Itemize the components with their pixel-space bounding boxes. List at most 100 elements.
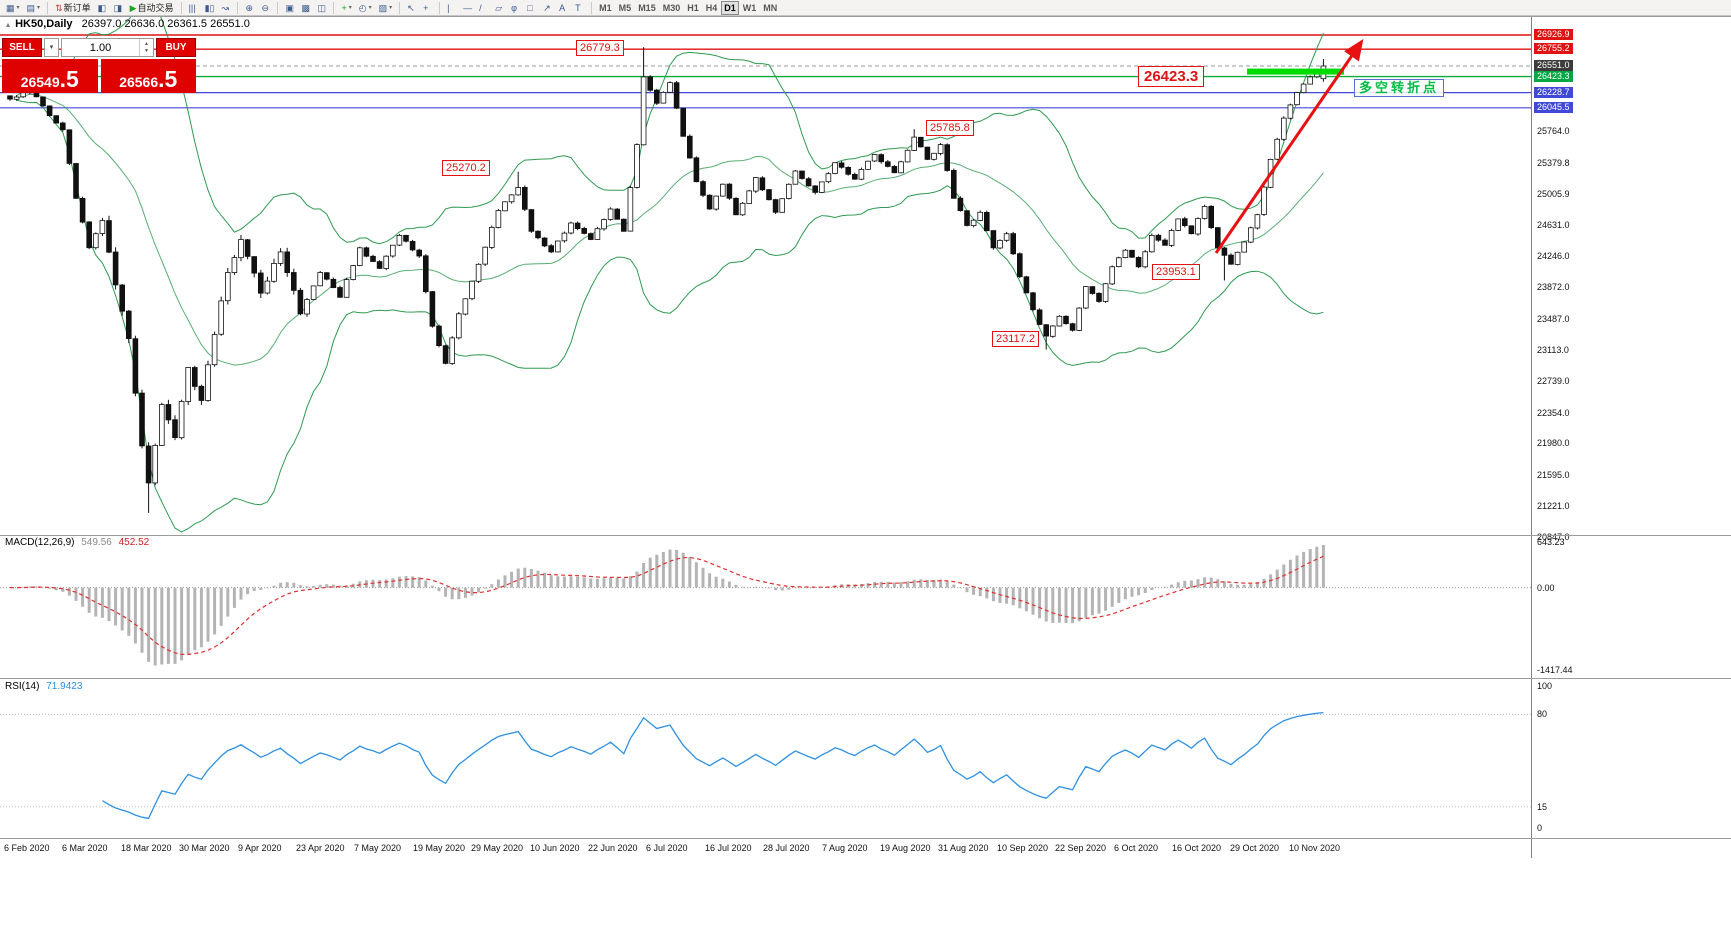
profiles-icon: ▤	[26, 2, 36, 13]
timeframe-m1[interactable]: M1	[596, 1, 615, 15]
vertical-line-icon: |	[447, 2, 450, 13]
chart-title: ▴ HK50,Daily 26397.0 26636.0 26361.5 265…	[6, 18, 250, 30]
line-chart-button[interactable]: ↝	[218, 1, 233, 15]
new-order-icon: ⇅	[55, 2, 63, 13]
periods-button[interactable]: ◴ ▾	[356, 1, 375, 15]
order-type-dropdown[interactable]: ▾	[44, 38, 59, 57]
rsi-axis-divider	[0, 838, 1731, 839]
sell-button[interactable]: SELL	[2, 38, 42, 57]
chart-shift-button[interactable]: ◧	[95, 1, 110, 15]
timeframe-m5[interactable]: M5	[616, 1, 635, 15]
volume-stepper[interactable]: ▲ ▼	[139, 39, 153, 56]
sell-price-box[interactable]: 26549 .5	[2, 59, 98, 93]
macd-label: MACD(12,26,9) 549.56 452.52	[5, 537, 149, 548]
candles-layer	[7, 47, 1327, 513]
time-axis[interactable]: 6 Feb 2020 6 Mar 2020 18 Mar 2020 30 Mar 20…	[0, 839, 1531, 857]
stepper-up-icon[interactable]: ▲	[144, 40, 149, 47]
crosshair-button[interactable]: +	[420, 1, 435, 15]
trend-arrow	[1214, 39, 1364, 254]
shapes-button[interactable]: □	[524, 1, 539, 15]
chart-autoscroll-button[interactable]: ◨	[111, 1, 126, 15]
periods-icon: ◴	[358, 2, 367, 13]
bar-chart-button[interactable]: |||	[186, 1, 201, 15]
date-label: 23 Apr 2020	[296, 843, 345, 853]
arrange-windows-button[interactable]: ◫	[314, 1, 329, 15]
tile-windows-button[interactable]: ▣	[282, 1, 297, 15]
rsi-axis-label: 80	[1537, 709, 1548, 719]
new-chart-icon: ▦	[6, 2, 15, 13]
cursor-button[interactable]: ↖	[404, 1, 419, 15]
timeframe-m15[interactable]: M15	[635, 1, 659, 15]
timeframe-w1[interactable]: W1	[740, 1, 760, 15]
rsi-line	[102, 711, 1324, 820]
price-axis-chip: 26423.3	[1534, 71, 1573, 82]
timeframe-h4[interactable]: H4	[703, 1, 721, 15]
rsi-axis-label: 100	[1537, 681, 1553, 691]
cascade-windows-icon: ▩	[301, 2, 310, 13]
date-label: 16 Jul 2020	[705, 843, 752, 853]
price-axis-label: 25764.0	[1537, 126, 1570, 136]
price-axis-label: 20847.0	[1537, 532, 1570, 542]
macd-rsi-divider[interactable]	[0, 678, 1731, 679]
text-button[interactable]: A	[556, 1, 571, 15]
macd-indicator-pane	[0, 545, 1531, 666]
profiles-button[interactable]: ▤ ▾	[24, 1, 44, 15]
channel-button[interactable]: ▱	[492, 1, 507, 15]
date-label: 29 Oct 2020	[1230, 843, 1280, 853]
trendline-icon: /	[479, 2, 482, 13]
toolbar: ▦ ▾ ▤ ▾ ⇅ 新订单 ◧ ◨ ▶ 自动交易 ||| ▮▯ ↝ ⊕ ⊖ ▣ ▩ ◫ + ▾ ◴ ▾ ▨ ▾ ↖ + | — / ▱ φ □…	[0, 0, 1731, 16]
bar-chart-icon: |||	[188, 2, 196, 13]
chart-shift-icon: ◧	[97, 2, 107, 13]
auto-trading-icon: ▶	[129, 2, 137, 13]
main-macd-divider[interactable]	[0, 535, 1731, 536]
auto-trading-button[interactable]: ▶ 自动交易	[127, 1, 177, 15]
cascade-windows-button[interactable]: ▩	[298, 1, 313, 15]
volume-input[interactable]	[62, 39, 139, 56]
buy-button[interactable]: BUY	[156, 38, 196, 57]
price-axis-label: 22739.0	[1537, 376, 1570, 386]
zoom-in-button[interactable]: ⊕	[242, 1, 257, 15]
chevron-down-icon: ▾	[37, 4, 41, 11]
main-chart[interactable]	[0, 16, 1531, 535]
arrows-button[interactable]: ↗	[540, 1, 555, 15]
timeframe-mn[interactable]: MN	[760, 1, 780, 15]
chevron-down-icon: ▾	[368, 4, 372, 11]
date-label: 22 Jun 2020	[588, 843, 638, 853]
stepper-down-icon[interactable]: ▼	[144, 47, 149, 54]
rsi-axis-label: 15	[1537, 802, 1548, 812]
date-label: 30 Mar 2020	[179, 843, 230, 853]
vertical-line-button[interactable]: |	[444, 1, 459, 15]
indicators-icon: +	[341, 2, 347, 13]
shapes-icon: □	[527, 2, 533, 13]
date-label: 6 Feb 2020	[4, 843, 50, 853]
new-chart-button[interactable]: ▦ ▾	[3, 1, 23, 15]
price-axis-label: 24631.0	[1537, 220, 1570, 230]
rsi-name: RSI(14)	[5, 681, 40, 692]
zoom-out-button[interactable]: ⊖	[258, 1, 273, 15]
fibonacci-button[interactable]: φ	[508, 1, 523, 15]
toolbar-divider	[0, 16, 1731, 17]
timeframe-h1[interactable]: H1	[684, 1, 702, 15]
candlestick-chart-button[interactable]: ▮▯	[202, 1, 218, 15]
chevron-down-icon: ▾	[389, 4, 393, 11]
toolbar-separator	[237, 1, 239, 14]
label-button[interactable]: T	[572, 1, 587, 15]
bollinger-bands	[16, 16, 1324, 533]
templates-button[interactable]: ▨ ▾	[376, 1, 396, 15]
trendline-button[interactable]: /	[476, 1, 491, 15]
label-icon: T	[575, 2, 581, 13]
price-axis[interactable]: 25764.0 25379.8 25005.9 24631.0 24246.0 23872…	[1531, 16, 1731, 858]
timeframe-d1[interactable]: D1	[721, 0, 739, 15]
text-icon: A	[559, 2, 566, 13]
toolbar-separator	[47, 1, 49, 14]
date-label: 29 May 2020	[471, 843, 524, 853]
buy-price-box[interactable]: 26566 .5	[100, 59, 196, 93]
timeframe-m30[interactable]: M30	[660, 1, 684, 15]
rsi-value: 71.9423	[46, 681, 83, 692]
rsi-indicator-pane	[0, 711, 1531, 820]
horizontal-line-button[interactable]: —	[460, 1, 475, 15]
indicators-button[interactable]: + ▾	[338, 1, 354, 15]
toolbar-separator	[399, 1, 401, 14]
new-order-button[interactable]: ⇅ 新订单	[52, 1, 94, 15]
